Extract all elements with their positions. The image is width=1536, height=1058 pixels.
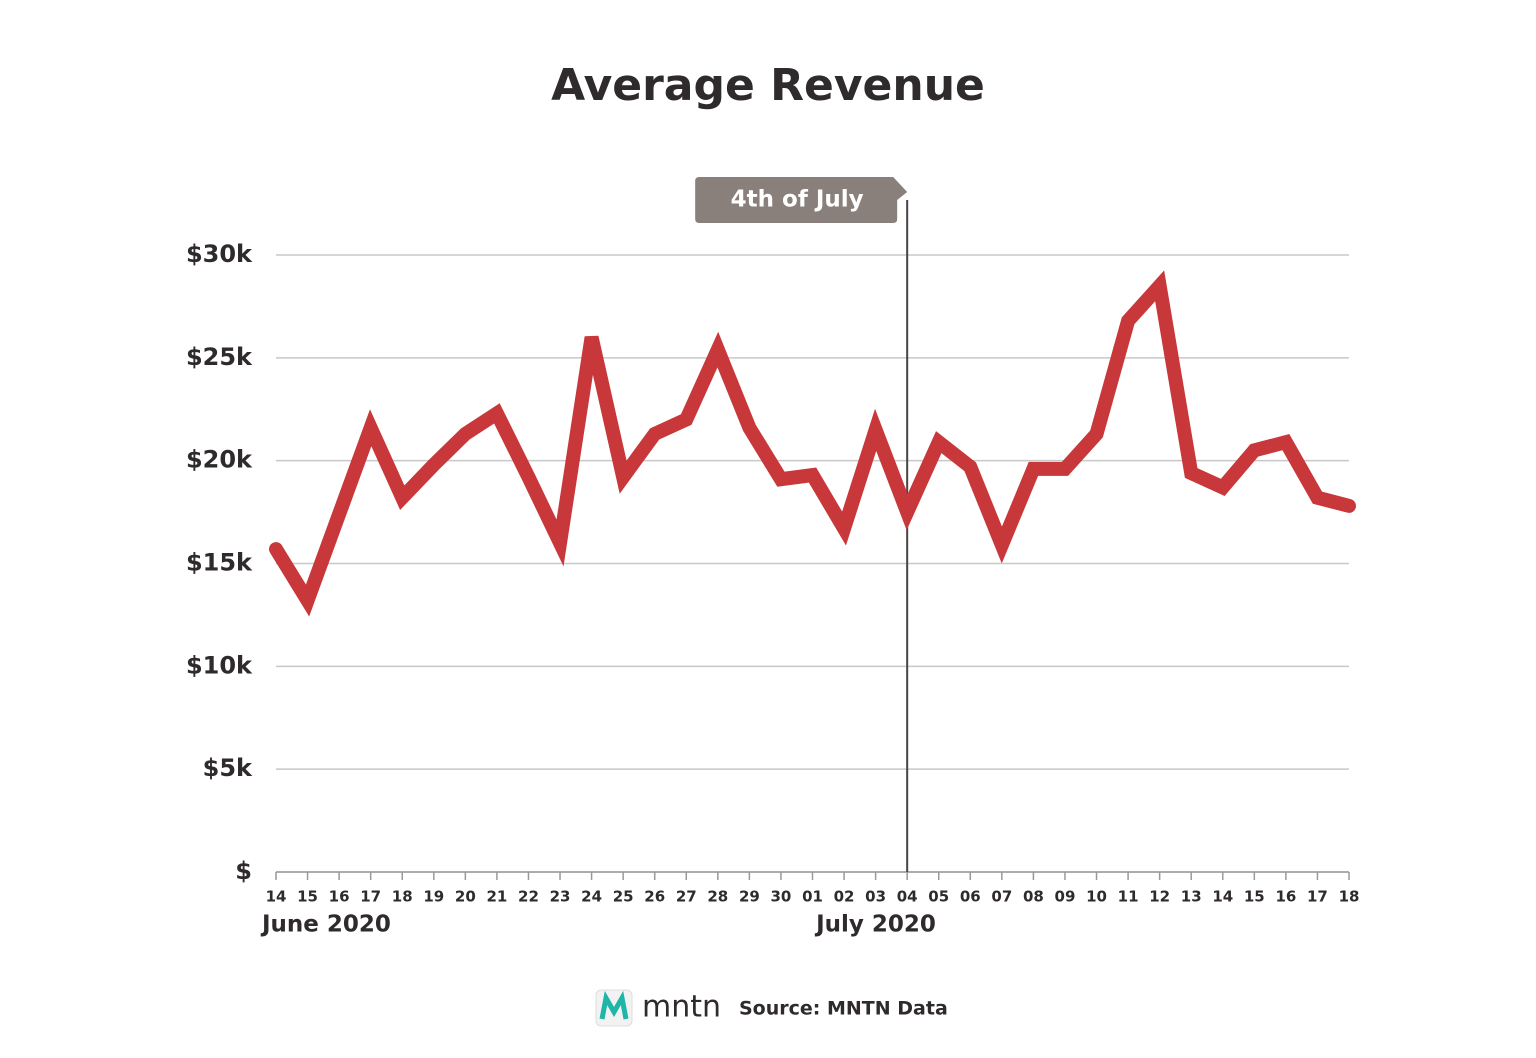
x-tick-label: 17 — [360, 888, 381, 906]
x-tick-label: 25 — [613, 888, 634, 906]
y-tick-label: $20k — [186, 446, 253, 474]
x-tick-label: 08 — [1023, 888, 1044, 906]
x-tick-label: 18 — [392, 888, 413, 906]
x-tick-label: 04 — [897, 888, 918, 906]
annotation-label: 4th of July — [731, 187, 864, 213]
brand: mntn — [642, 990, 721, 1025]
x-tick-label: 01 — [802, 888, 823, 906]
y-tick-label: $10k — [186, 651, 253, 679]
month-label: July 2020 — [814, 912, 936, 938]
x-tick-label: 16 — [329, 888, 350, 906]
annotation-box — [695, 177, 908, 223]
x-tick-label: 10 — [1086, 888, 1107, 906]
x-tick-label: 23 — [550, 888, 571, 906]
x-tick-label: 03 — [865, 888, 886, 906]
chart-title: Average Revenue — [551, 60, 985, 111]
x-tick-label: 12 — [1149, 888, 1170, 906]
x-tick-label: 06 — [960, 888, 981, 906]
x-tick-label: 29 — [739, 888, 760, 906]
x-tick-label: 11 — [1118, 888, 1139, 906]
x-tick-label: 27 — [676, 888, 697, 906]
x-tick-label: 13 — [1181, 888, 1202, 906]
revenue-line — [269, 270, 1356, 617]
logo-mark — [599, 990, 629, 1020]
y-tick-label: $ — [235, 857, 252, 885]
y-tick-label: $5k — [203, 754, 253, 782]
x-tick-label: 22 — [518, 888, 539, 906]
x-tick-label: 14 — [266, 888, 287, 906]
x-tick-label: 30 — [771, 888, 792, 906]
x-tick-label: 05 — [928, 888, 949, 906]
y-tick-label: $15k — [186, 549, 253, 577]
x-tick-label: 28 — [707, 888, 728, 906]
x-tick-label: 24 — [581, 888, 602, 906]
y-tick-label: $30k — [186, 240, 253, 268]
x-tick-label: 15 — [297, 888, 318, 906]
month-label: June 2020 — [260, 912, 391, 938]
x-tick-label: 21 — [486, 888, 507, 906]
y-tick-label: $25k — [186, 343, 253, 371]
x-tick-label: 14 — [1212, 888, 1233, 906]
x-tick-label: 20 — [455, 888, 476, 906]
x-tick-label: 16 — [1275, 888, 1296, 906]
x-tick-label: 26 — [644, 888, 665, 906]
x-tick-label: 15 — [1244, 888, 1265, 906]
source: Source: MNTN Data — [739, 998, 948, 1020]
x-tick-label: 19 — [423, 888, 444, 906]
logo — [595, 989, 633, 1027]
x-tick-label: 02 — [834, 888, 855, 906]
x-tick-label: 07 — [991, 888, 1012, 906]
x-tick-label: 17 — [1307, 888, 1328, 906]
x-tick-label: 09 — [1055, 888, 1076, 906]
x-tick-label: 18 — [1339, 888, 1360, 906]
